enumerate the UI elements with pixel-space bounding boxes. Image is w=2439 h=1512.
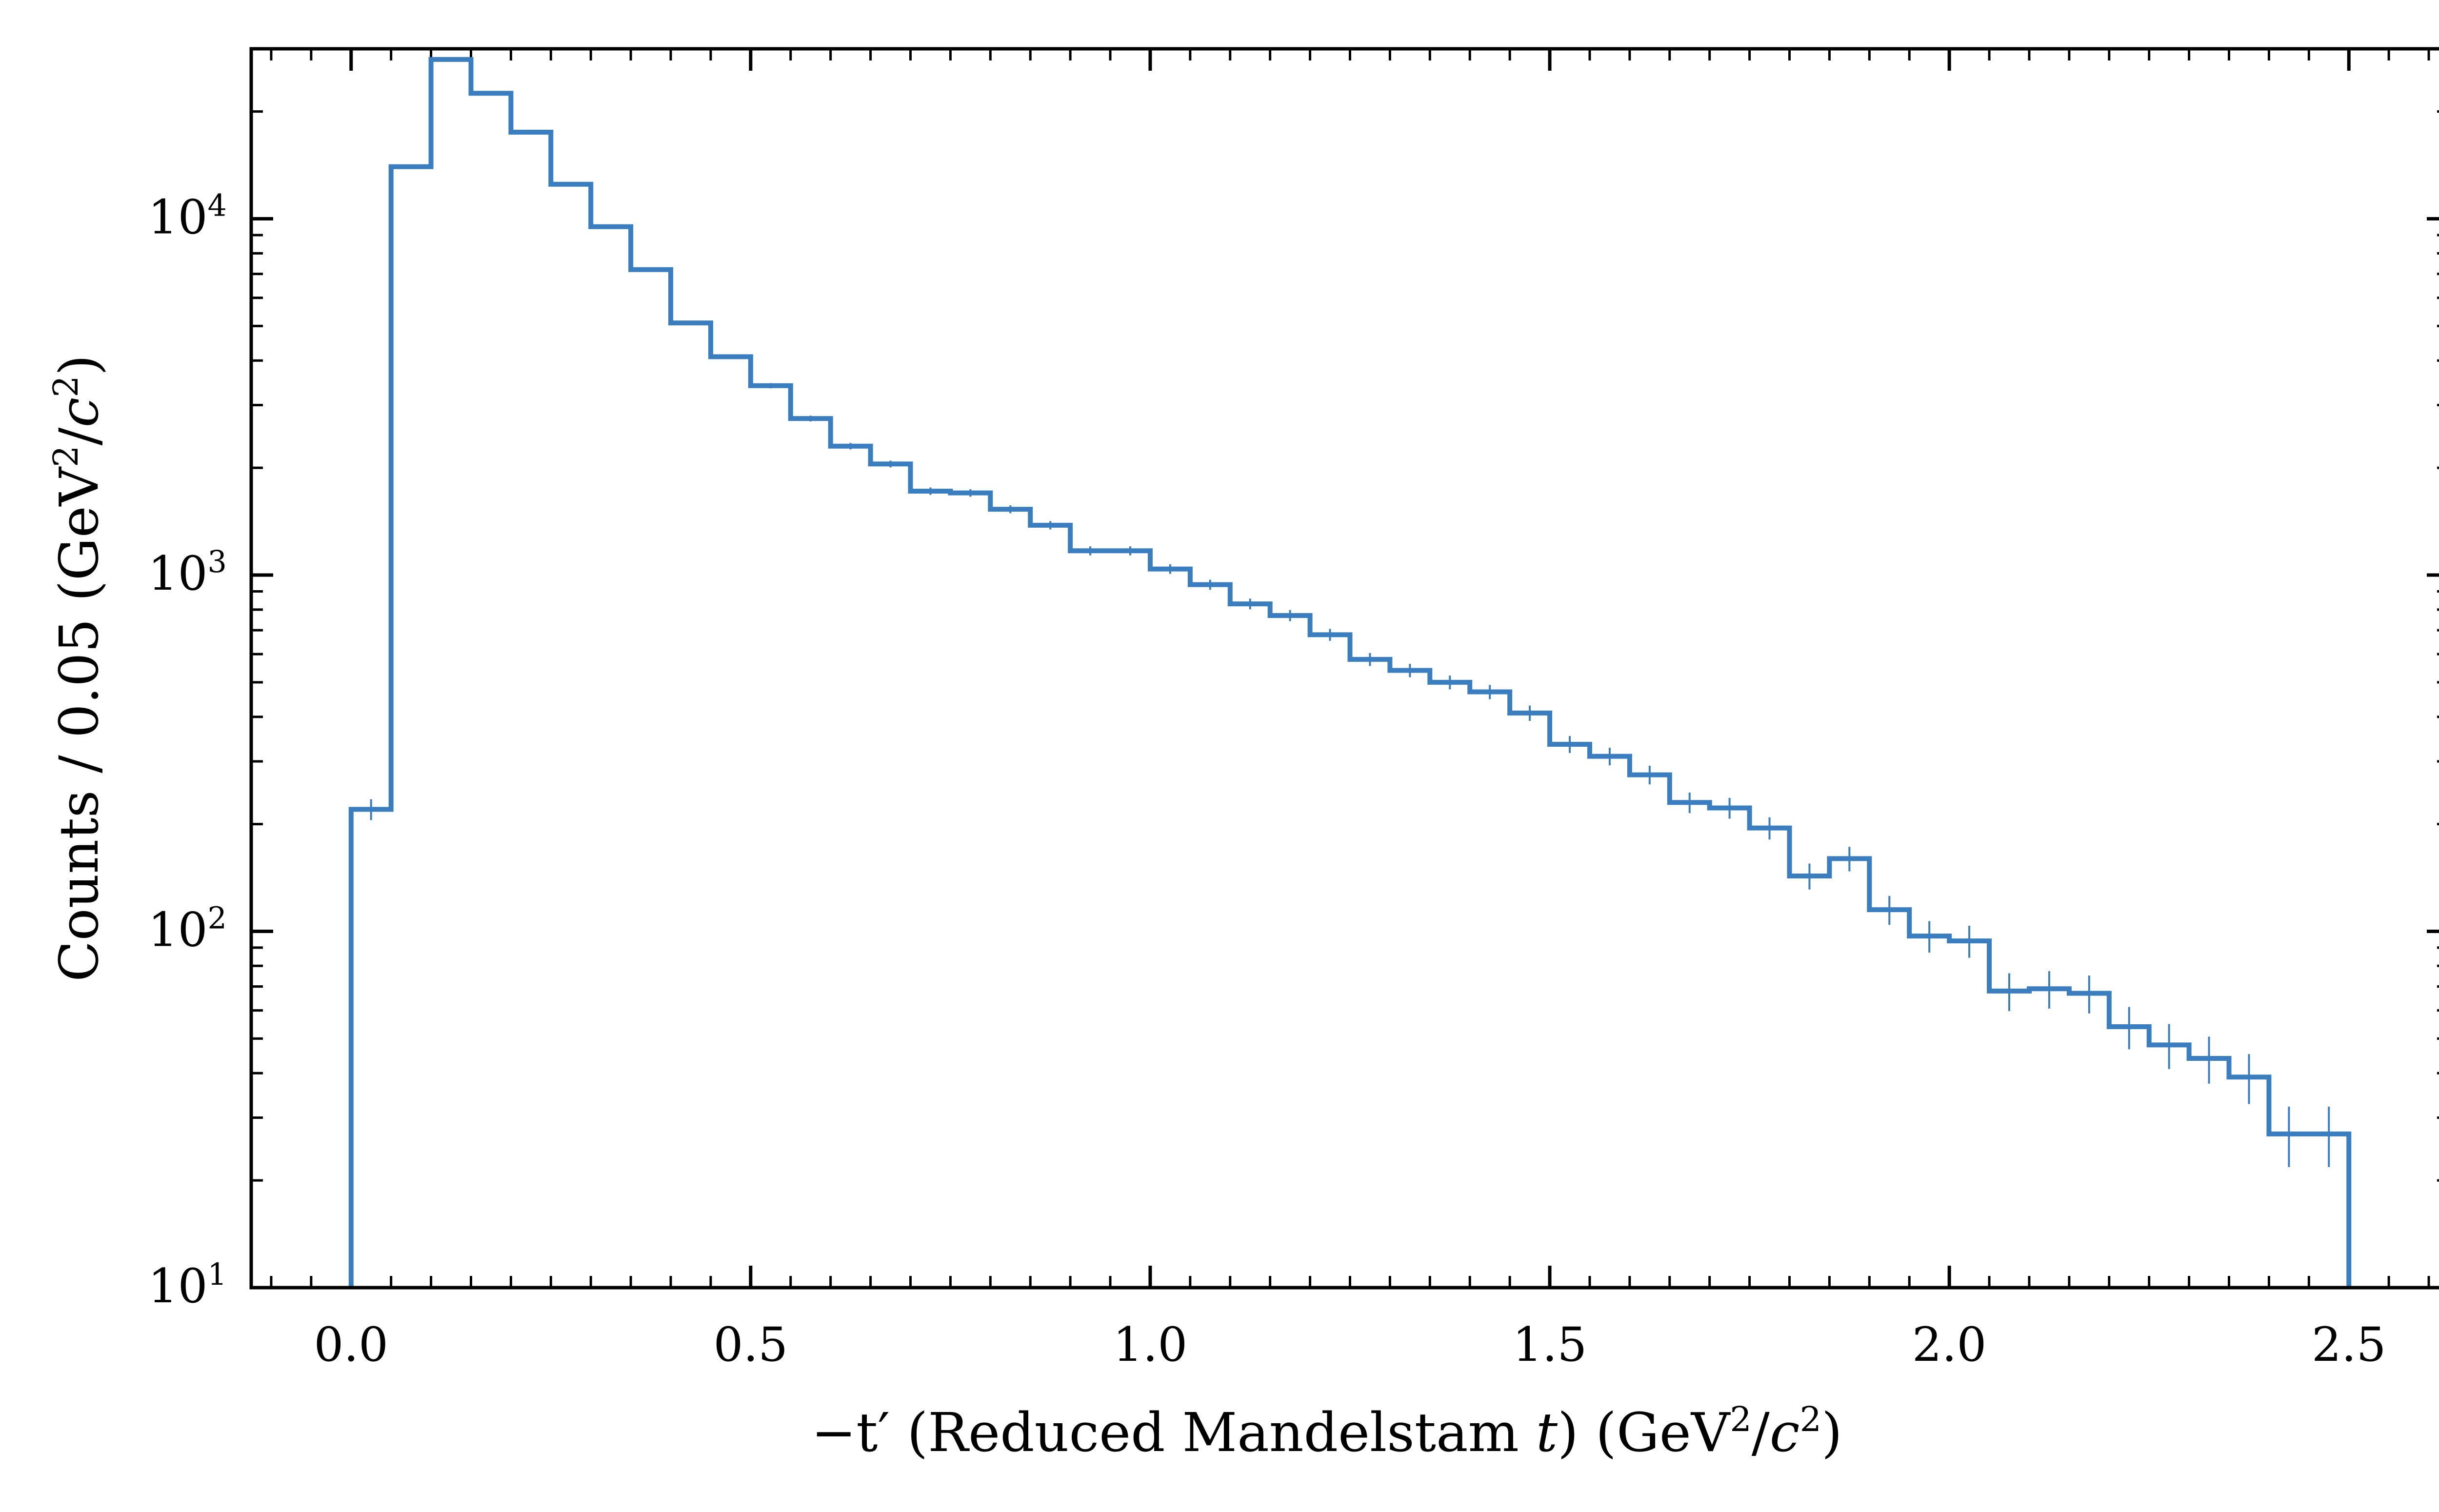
y-tick-label: 104 xyxy=(148,187,227,245)
x-tick-labels: 0.0 0.5 1.0 1.5 2.0 2.5 xyxy=(314,1317,2386,1372)
y-tick-label: 101 xyxy=(148,1256,227,1314)
x-tick-label: 0.5 xyxy=(714,1317,788,1372)
x-tick-label: 2.5 xyxy=(2312,1317,2386,1372)
y-tick-label: 103 xyxy=(148,544,227,601)
plot-area-frame xyxy=(249,47,2439,1290)
x-tick-label: 0.0 xyxy=(314,1317,388,1372)
histogram-series xyxy=(348,57,2352,1288)
y-tick-labels: 101 102 103 104 xyxy=(148,187,227,1313)
x-axis-label: −t′ (Reduced Mandelstam t) (GeV2/c2) xyxy=(811,1399,1842,1464)
x-tick-label: 1.0 xyxy=(1113,1317,1188,1372)
major-ticks xyxy=(251,49,2439,1290)
y-axis-label: Counts / 0.05 (GeV2/c2) xyxy=(46,355,110,982)
x-tick-label: 2.0 xyxy=(1912,1317,1987,1372)
y-tick-label: 102 xyxy=(148,900,227,957)
x-tick-label: 1.5 xyxy=(1513,1317,1587,1372)
